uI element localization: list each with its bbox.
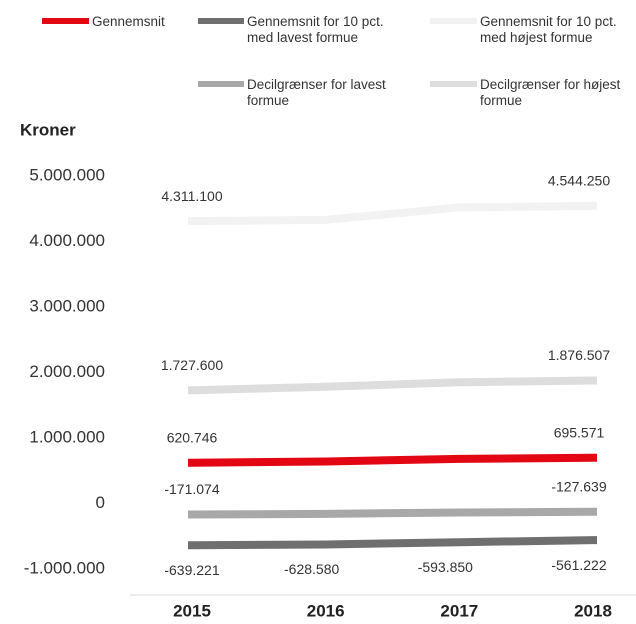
series-line [188, 453, 597, 467]
x-tick-label: 2016 [307, 601, 345, 620]
legend-swatch [430, 81, 477, 87]
legend-swatch [198, 18, 244, 24]
data-label: 695.571 [554, 425, 605, 441]
data-label: -561.222 [551, 557, 606, 573]
legend-label: Gennemsnit [92, 14, 165, 29]
y-tick-label: -1.000.000 [24, 558, 105, 577]
x-tick-label: 2015 [173, 601, 211, 620]
data-label: -639.221 [164, 562, 219, 578]
x-tick-label: 2017 [440, 601, 478, 620]
data-label: -593.850 [418, 559, 473, 575]
y-tick-label: 2.000.000 [29, 362, 105, 381]
y-tick-label: 0 [96, 493, 105, 512]
legend-label: Gennemsnit for 10 pct. med højest formue [480, 14, 617, 45]
y-tick-label: 1.000.000 [29, 427, 105, 446]
series-line [188, 201, 597, 226]
data-label: -127.639 [551, 478, 606, 494]
legend-swatch [430, 18, 477, 24]
data-label: 620.746 [167, 429, 218, 445]
legend-label: Gennemsnit for 10 pct. med lavest formue [247, 14, 384, 45]
legend-swatch [198, 81, 244, 87]
data-label: -628.580 [284, 561, 339, 577]
legend-label: Decilgrænser for lavest formue [247, 77, 386, 108]
legend-label: Decilgrænser for højest formue [480, 77, 621, 108]
data-label: 4.311.100 [161, 188, 222, 204]
y-tick-label: 5.000.000 [29, 165, 105, 184]
series-line [188, 536, 597, 550]
x-tick-label: 2018 [574, 601, 612, 620]
y-tick-label: 3.000.000 [29, 296, 105, 315]
data-label: 4.544.250 [548, 173, 610, 189]
axis-title: Kroner [20, 120, 76, 139]
data-label: 1.876.507 [548, 347, 610, 363]
data-label: -171.074 [164, 481, 219, 497]
series-line [188, 507, 597, 519]
series-line [188, 376, 597, 395]
legend-swatch [42, 18, 89, 24]
data-label: 1.727.600 [161, 357, 223, 373]
y-tick-label: 4.000.000 [29, 231, 105, 250]
